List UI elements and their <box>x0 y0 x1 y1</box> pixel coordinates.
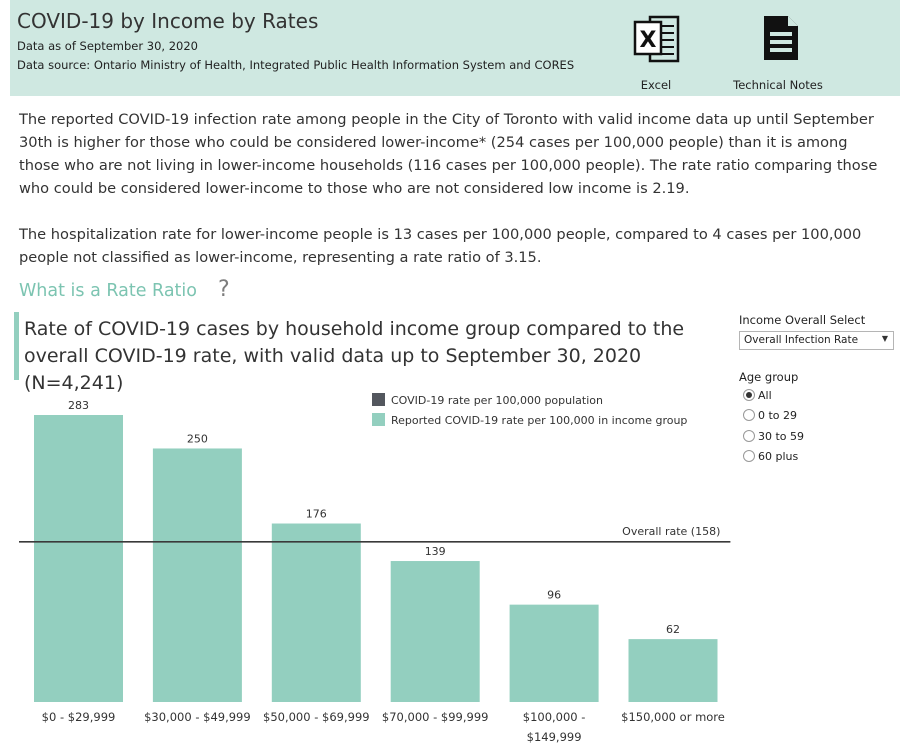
radio-button[interactable] <box>743 429 755 442</box>
x-tick-label: $150,000 or more <box>621 710 725 724</box>
age-radio-option[interactable]: 0 to 29 <box>743 409 797 425</box>
data-as-of: Data as of September 30, 2020 <box>17 39 198 53</box>
legend-swatch <box>372 413 385 426</box>
radio-button[interactable] <box>743 409 755 422</box>
age-radio-label: 0 to 29 <box>758 409 798 423</box>
legend-label: COVID-19 rate per 100,000 population <box>391 394 603 407</box>
x-tick-label: $30,000 - $49,999 <box>144 710 251 724</box>
bar[interactable] <box>152 448 242 702</box>
x-tick-label: $100,000 -$149,999 <box>523 710 586 744</box>
x-tick-label: $50,000 - $69,999 <box>263 710 370 724</box>
excel-label: Excel <box>640 78 672 92</box>
age-radio-option[interactable]: 30 to 59 <box>743 429 805 446</box>
x-tick-label: $0 - $29,999 <box>42 710 116 724</box>
bar-value-label: 250 <box>187 432 208 445</box>
radio-button[interactable] <box>743 449 755 462</box>
document-icon <box>764 16 798 60</box>
bar-value-label: 176 <box>306 508 327 521</box>
x-tick-label: $70,000 - $99,999 <box>382 710 489 724</box>
income-select-value: Overall Infection Rate <box>744 334 859 346</box>
chart-title: Rate of COVID-19 cases by household inco… <box>24 318 685 394</box>
bar[interactable] <box>628 639 718 702</box>
technical-notes-label: Technical Notes <box>733 78 823 92</box>
legend-label: Reported COVID-19 rate per 100,000 in in… <box>391 414 687 427</box>
age-group-label: Age group <box>739 370 799 384</box>
income-select-label: Income Overall Select <box>739 313 866 327</box>
question-icon[interactable]: ? <box>218 277 230 302</box>
bar[interactable] <box>271 523 361 702</box>
bar-chart: 283 250 176 139 96 62 Overall rate (158) $0 -… <box>19 393 731 744</box>
age-radio-option[interactable]: 60 plus <box>743 449 799 466</box>
age-radio-label: All <box>758 389 772 402</box>
bar[interactable] <box>390 561 480 702</box>
income-select-dropdown[interactable]: Overall Infection Rate ▼ <box>739 331 894 350</box>
bar-value-label: 62 <box>666 623 680 636</box>
rate-ratio-link[interactable]: What is a Rate Ratio <box>19 281 197 301</box>
page-title: COVID-19 by Income by Rates <box>17 9 319 33</box>
bar-value-label: 283 <box>68 399 89 412</box>
bar-value-label: 139 <box>425 545 446 558</box>
svg-text:X: X <box>640 28 657 53</box>
age-radio-label: 60 plus <box>758 449 799 463</box>
overall-rate-label: Overall rate (158) <box>622 525 720 538</box>
bar-value-label: 96 <box>547 589 561 602</box>
excel-icon: X <box>633 15 680 63</box>
age-radio-option[interactable]: All <box>743 389 772 405</box>
bar[interactable] <box>509 604 599 702</box>
chevron-down-icon: ▼ <box>881 334 888 343</box>
chart-title-accent <box>14 312 19 380</box>
legend-swatch <box>372 393 385 406</box>
data-source: Data source: Ontario Ministry of Health,… <box>17 58 575 72</box>
summary-paragraph-2: The hospitalization rate for lower-incom… <box>19 226 862 266</box>
summary-paragraph-1: The reported COVID-19 infection rate amo… <box>19 111 878 197</box>
bar[interactable] <box>34 415 123 702</box>
header-banner: COVID-19 by Income by Rates Data as of S… <box>10 0 900 96</box>
radio-button[interactable] <box>743 389 755 401</box>
age-radio-label: 30 to 59 <box>758 429 805 443</box>
